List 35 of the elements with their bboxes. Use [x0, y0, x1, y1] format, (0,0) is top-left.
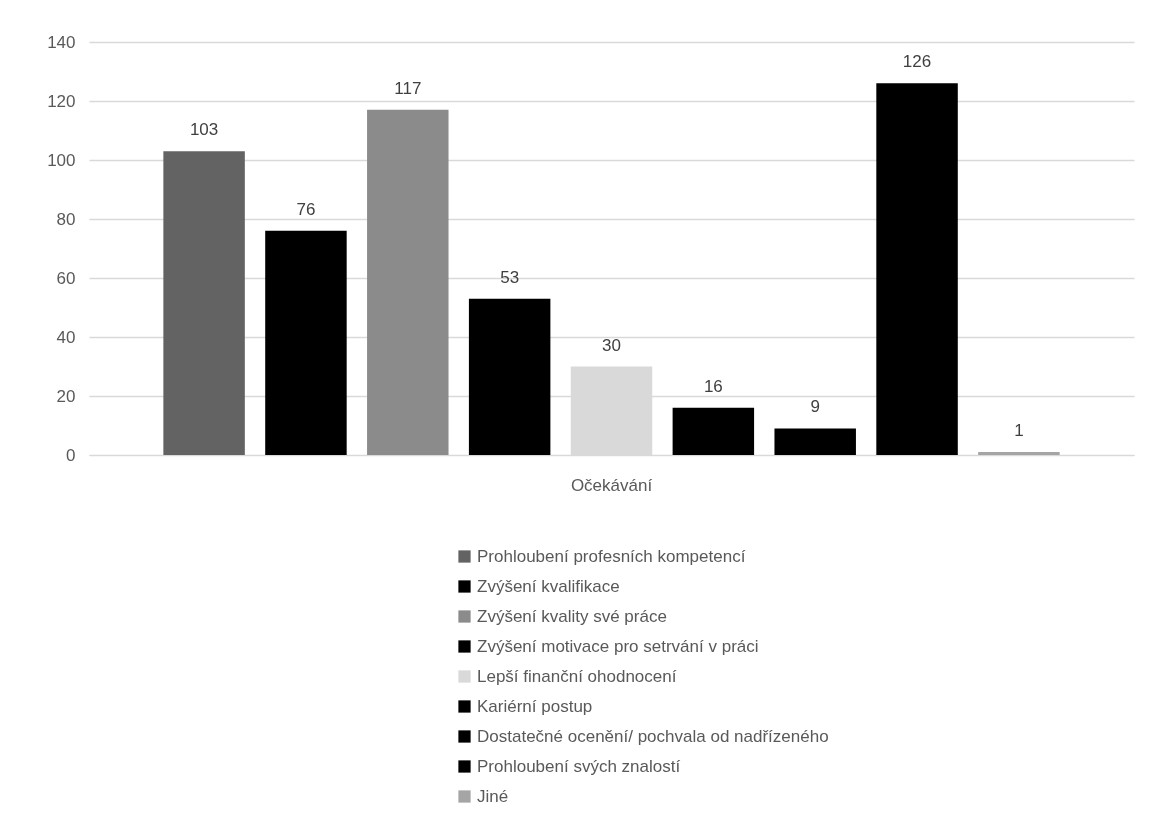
legend-label: Dostatečné ocenění/ pochvala od nadřízeného — [477, 726, 829, 746]
bar — [774, 428, 856, 455]
data-label: 30 — [602, 335, 621, 355]
y-tick-label: 20 — [56, 386, 76, 406]
data-label: 16 — [703, 376, 723, 396]
legend-label: Prohloubení svých znalostí — [477, 756, 681, 776]
bar — [468, 298, 551, 455]
y-tick-label: 60 — [56, 268, 76, 288]
y-tick-label: 80 — [56, 209, 76, 229]
data-label: 1 — [1014, 421, 1024, 441]
bar — [367, 109, 449, 455]
bar — [672, 407, 755, 455]
y-tick-label: 100 — [47, 150, 76, 170]
data-label: 76 — [296, 199, 316, 219]
bar — [876, 83, 958, 455]
legend-label: Kariérní postup — [477, 696, 593, 716]
x-tick-label: Očekávání — [570, 475, 653, 495]
bar — [978, 452, 1060, 455]
bar — [265, 230, 347, 455]
y-tick-label: 120 — [47, 91, 76, 111]
data-label: 9 — [810, 397, 820, 417]
y-tick-label: 0 — [66, 445, 76, 465]
legend-label: Jiné — [477, 786, 509, 806]
legend-label: Lepší finanční ohodnocení — [477, 666, 677, 686]
legend-label: Prohloubení profesních kompetencí — [477, 546, 746, 566]
data-label: 117 — [394, 78, 422, 98]
legend-label: Zvýšení kvalifikace — [477, 576, 620, 596]
data-label: 103 — [189, 120, 219, 140]
y-tick-label: 40 — [56, 327, 76, 347]
data-label: 53 — [500, 267, 520, 287]
legend-label: Zvýšení kvality své práce — [477, 606, 667, 626]
bar — [163, 151, 245, 455]
data-label: 126 — [902, 52, 932, 72]
legend-label: Zvýšení motivace pro setrvání v práci — [477, 636, 759, 656]
y-tick-label: 140 — [47, 32, 76, 52]
